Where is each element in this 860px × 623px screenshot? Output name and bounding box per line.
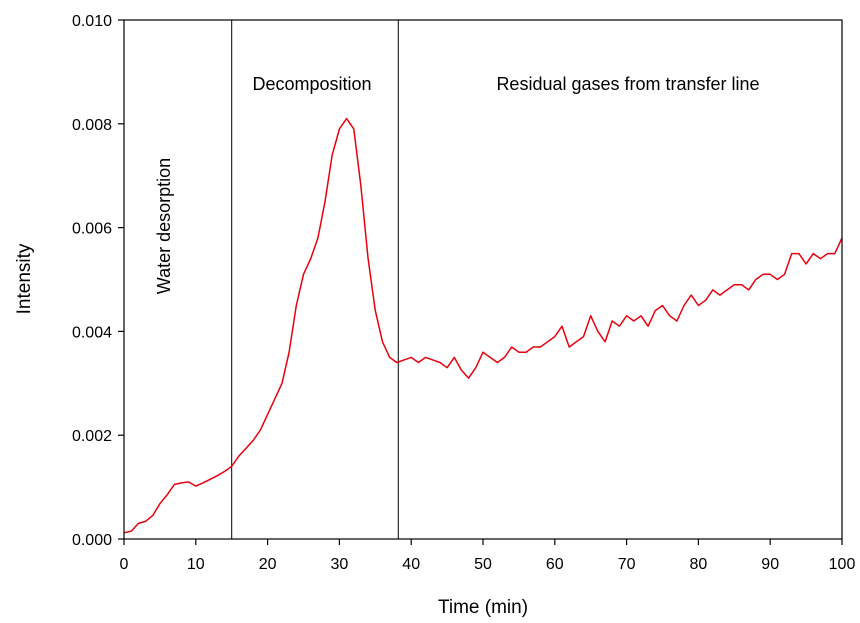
x-tick-label: 70 [618,556,636,573]
y-tick-label: 0.006 [72,221,112,238]
y-tick-label: 0.010 [72,13,112,30]
x-tick-label: 60 [546,556,564,573]
plot-frame [123,19,843,540]
x-tick-label: 50 [474,556,492,573]
x-tick-label: 0 [120,556,129,573]
x-tick-label: 10 [187,556,205,573]
y-tick-label: 0.002 [72,428,112,445]
x-axis-ticks: 0 10 20 30 40 50 60 70 80 90 100 [120,539,856,573]
x-tick-label: 100 [829,556,856,573]
y-axis-ticks: 0.000 0.002 0.004 0.006 0.008 0.010 [72,13,124,549]
region-label-residual-gases: Residual gases from transfer line [496,74,759,94]
y-tick-label: 0.000 [72,532,112,549]
x-tick-label: 20 [259,556,277,573]
y-axis-title: Intensity [14,243,35,314]
x-tick-label: 90 [761,556,779,573]
y-tick-label: 0.008 [72,117,112,134]
intensity-series-line [123,117,843,534]
x-axis-title: Time (min) [438,597,528,618]
y-tick-label: 0.004 [72,324,112,341]
region-boundaries [231,20,399,539]
region-label-decomposition: Decomposition [252,74,371,94]
x-tick-label: 40 [402,556,420,573]
region-label-water-desorption: Water desorption [154,158,174,294]
x-tick-label: 80 [690,556,708,573]
x-tick-label: 30 [331,556,349,573]
